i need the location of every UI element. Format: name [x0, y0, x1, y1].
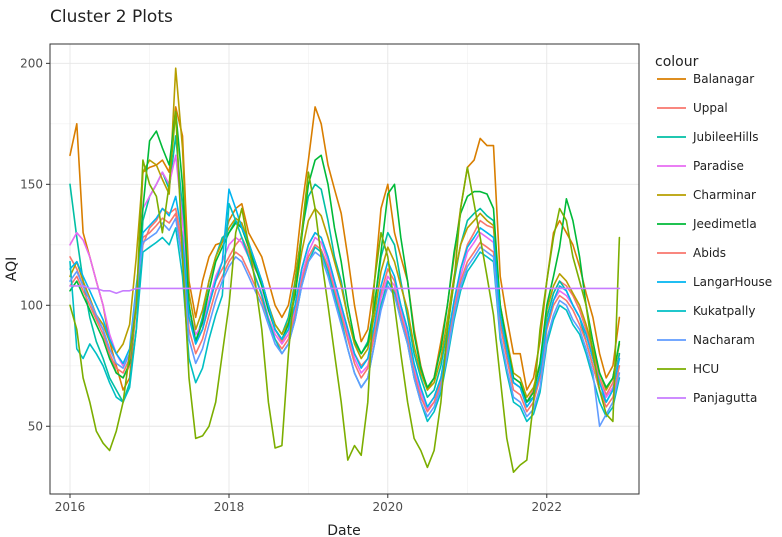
- y-axis-title: AQI: [4, 257, 20, 281]
- x-axis-title: Date: [327, 523, 360, 537]
- y-tick-label: 100: [20, 298, 43, 312]
- series-line-langarhouse: [69, 188, 621, 408]
- legend: colour Balanagar Uppal JubileeHills Paradis…: [655, 54, 772, 405]
- legend-title: colour: [655, 54, 699, 70]
- series-line-jeedimetla: [69, 110, 621, 403]
- series-line-abids: [69, 212, 621, 413]
- legend-label-jeedimetla: Jeedimetla: [692, 217, 757, 231]
- y-tick-label: 150: [20, 177, 43, 191]
- legend-label-kukatpally: Kukatpally: [693, 304, 755, 318]
- series-line-balanagar: [69, 106, 621, 391]
- y-tick-label: 200: [20, 56, 43, 70]
- legend-label-langarhouse: LangarHouse: [693, 275, 772, 289]
- x-tick-label: 2016: [55, 500, 86, 514]
- y-axis-ticks: 50 100 150 200: [20, 56, 50, 433]
- series-line-hcu: [69, 110, 621, 474]
- x-tick-label: 2020: [373, 500, 404, 514]
- legend-label-nacharam: Nacharam: [693, 333, 755, 347]
- legend-label-uppal: Uppal: [693, 101, 728, 115]
- legend-label-abids: Abids: [693, 246, 726, 260]
- plot-panel-border: [49, 43, 640, 495]
- legend-label-balanagar: Balanagar: [693, 72, 754, 86]
- x-tick-label: 2018: [214, 500, 245, 514]
- series-line-charminar: [69, 67, 621, 399]
- chart-title: Cluster 2 Plots: [50, 7, 173, 27]
- x-axis-ticks: 2016 2018 2020 2022: [55, 494, 562, 514]
- legend-label-charminar: Charminar: [693, 188, 756, 202]
- legend-label-jubileehills: JubileeHills: [692, 130, 758, 144]
- legend-label-panjagutta: Panjagutta: [693, 391, 757, 405]
- series-lines: [69, 67, 621, 474]
- legend-label-paradise: Paradise: [693, 159, 744, 173]
- y-tick-label: 50: [28, 419, 43, 433]
- x-tick-label: 2022: [532, 500, 563, 514]
- legend-label-hcu: HCU: [693, 362, 719, 376]
- series-line-panjagutta: [69, 285, 621, 295]
